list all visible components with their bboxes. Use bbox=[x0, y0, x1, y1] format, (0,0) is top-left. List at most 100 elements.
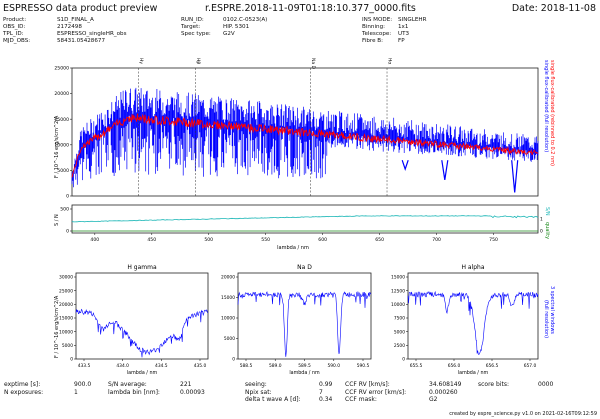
y-tick-label: 5000 bbox=[57, 168, 69, 174]
footer-key: CCF RV error [km/s]: bbox=[345, 388, 407, 396]
window-xlabel: lambda / nm bbox=[458, 370, 489, 376]
x-tick-label: 750 bbox=[489, 237, 498, 243]
x-tick-label: 657.0 bbox=[524, 363, 537, 369]
spectral-window-3: H alpha 0 2500 5000 7500 10000 12500 15000 655.5… bbox=[391, 264, 539, 376]
meta-value: FP bbox=[398, 38, 405, 45]
x-tick-label: 400 bbox=[90, 237, 99, 243]
x-tick-label: 650 bbox=[375, 237, 384, 243]
y-tick-label: 20000 bbox=[59, 302, 73, 308]
y-tick-label: 0 bbox=[66, 194, 69, 200]
meta-row: Target: HIP. 5301 bbox=[181, 24, 267, 31]
meta-col-3: INS MODE: SINGLEHR Binning: 1x1 Telescope:… bbox=[362, 17, 426, 45]
meta-key: INS MODE: bbox=[362, 17, 393, 23]
file-title: r.ESPRE.2018-11-09T01:18:10.377_0000.fit… bbox=[205, 3, 416, 14]
quality-tick-label: 1 bbox=[540, 217, 543, 223]
y-tick-label: 10000 bbox=[54, 142, 69, 148]
y-tick-label: 15000 bbox=[59, 316, 73, 322]
absorption-band bbox=[401, 159, 409, 172]
window-xlabel: lambda / nm bbox=[127, 370, 158, 376]
spectral-window-1: H gamma 0 5000 10000 15000 20000 25000 30000 433… bbox=[59, 264, 209, 376]
window-xlabel: lambda / nm bbox=[289, 370, 320, 376]
footer-value: 0.00093 bbox=[180, 388, 205, 396]
y-tick-label: 12500 bbox=[391, 288, 405, 294]
y-tick-label: 15000 bbox=[391, 275, 405, 281]
meta-row: Binning: 1x1 bbox=[362, 24, 426, 31]
footer-row: Npix sat: 7 bbox=[245, 389, 332, 397]
meta-value: 58431.05428677 bbox=[57, 38, 106, 45]
sn-plot: 0 500 0 1 400 450 500 550 600 650 700 750 S / N la… bbox=[54, 204, 550, 251]
y-tick-label: 20000 bbox=[221, 275, 235, 281]
meta-key: Target: bbox=[181, 24, 201, 31]
y-tick-label: 0 bbox=[232, 357, 235, 363]
footer-key: S/N average: bbox=[108, 381, 147, 388]
meta-value: G2V bbox=[223, 31, 235, 38]
footer-col-1: exptime [s]: 900.0 N exposures: 1 bbox=[4, 381, 91, 396]
x-tick-label: 589.0 bbox=[269, 363, 282, 369]
window-frame bbox=[237, 272, 372, 360]
x-tick-label: 433.5 bbox=[78, 363, 91, 369]
y-tick-label: 25000 bbox=[59, 288, 73, 294]
flux-rebinned bbox=[71, 113, 539, 178]
footer-row: score bits: 0000 bbox=[478, 381, 553, 389]
x-tick-label: 450 bbox=[147, 237, 156, 243]
line-marker-label: Hα bbox=[387, 58, 393, 64]
line-marker-label: Hβ bbox=[195, 58, 201, 64]
flux-full-resolution bbox=[71, 87, 539, 188]
x-tick-label: 655.5 bbox=[410, 363, 423, 369]
footer-value: 0000 bbox=[538, 381, 554, 388]
y-tick-label: 30000 bbox=[59, 275, 73, 281]
absorption-band bbox=[441, 160, 449, 180]
meta-value: ESPRESSO_singleHR_obs bbox=[57, 31, 127, 38]
footer-value: 900.0 bbox=[74, 381, 92, 388]
sn-series bbox=[71, 215, 539, 232]
meta-key: OBS_ID: bbox=[3, 24, 26, 31]
x-tick-label: 600 bbox=[318, 237, 327, 243]
meta-value: SINGLEHR bbox=[398, 17, 427, 23]
meta-value: 1x1 bbox=[398, 24, 409, 31]
meta-row: INS MODE: SINGLEHR bbox=[362, 17, 426, 24]
footer-value: 1 bbox=[74, 388, 78, 396]
y-tick-label: 15000 bbox=[54, 117, 69, 123]
meta-key: TPL_ID: bbox=[3, 31, 24, 38]
meta-value: UT3 bbox=[398, 31, 410, 38]
footer-key: Npix sat: bbox=[245, 388, 272, 396]
main-plot-frame bbox=[71, 67, 539, 197]
main-spectrum-series bbox=[71, 87, 539, 193]
sn-x-ticks: 400 450 500 550 600 650 700 750 bbox=[90, 233, 498, 243]
window-title: H alpha bbox=[461, 264, 484, 271]
footer-key: CCF RV [km/s]: bbox=[345, 381, 390, 388]
footer-row: S/N average: 221 bbox=[108, 381, 205, 389]
date-label: Date: 2018-11-08 bbox=[511, 3, 596, 14]
meta-value: S1D_FINAL_A bbox=[57, 17, 94, 23]
footer-row: CCF RV error [km/s]: 0.000260 bbox=[345, 389, 461, 397]
main-y-ticks: 0 5000 10000 15000 20000 25000 bbox=[54, 66, 72, 200]
footer-row: seeing: 0.99 bbox=[245, 381, 332, 389]
footer-value: 0.34 bbox=[319, 396, 333, 403]
y-tick-label: 0 bbox=[66, 229, 69, 235]
footer-value: 0.99 bbox=[319, 381, 333, 388]
sub-right-label: 3 spectral windows bbox=[549, 286, 555, 334]
y-tick-label: 500 bbox=[60, 207, 69, 213]
footer-row: CCF RV [km/s]: 34.608149 bbox=[345, 381, 461, 389]
meta-row: OBS_ID: 2172498 bbox=[3, 24, 127, 31]
y-tick-label: 2500 bbox=[394, 343, 405, 349]
footer-value: G2 bbox=[429, 396, 438, 403]
x-tick-label: 589.5 bbox=[298, 363, 311, 369]
meta-value: HIP. 5301 bbox=[223, 24, 250, 31]
main-spectrum-plot: Hγ Hβ Na D Hα 0 5000 10000 15000 20000 25000 F /… bbox=[54, 58, 555, 200]
x-tick-label: 588.5 bbox=[240, 363, 253, 369]
meta-key: Binning: bbox=[362, 24, 386, 31]
meta-key: Fibre B: bbox=[362, 38, 384, 45]
footer-key: exptime [s]: bbox=[4, 381, 41, 388]
window-spectrum bbox=[75, 308, 208, 358]
y-tick-label: 25000 bbox=[54, 66, 69, 72]
meta-row: Spec type: G2V bbox=[181, 31, 267, 38]
footer-value: 0.000260 bbox=[429, 388, 458, 396]
meta-key: Product: bbox=[3, 17, 27, 23]
footer-row: exptime [s]: 900.0 bbox=[4, 381, 91, 389]
meta-row: Telescope: UT3 bbox=[362, 31, 426, 38]
x-tick-label: 590.5 bbox=[357, 363, 370, 369]
meta-row: MJD_OBS: 58431.05428677 bbox=[3, 38, 127, 45]
footer-row: N exposures: 1 bbox=[4, 389, 91, 397]
